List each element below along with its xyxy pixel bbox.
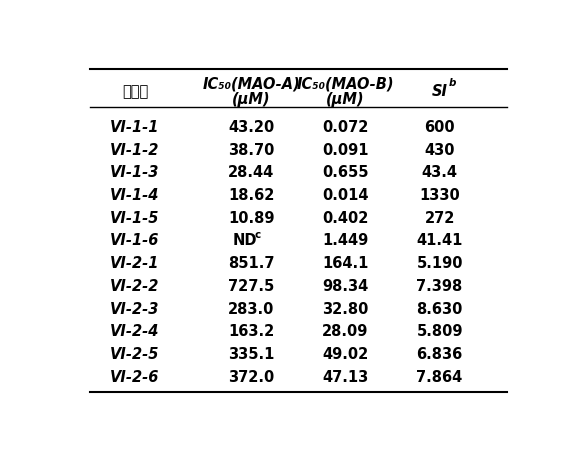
Text: c: c	[254, 230, 261, 240]
Text: 7.864: 7.864	[416, 370, 463, 385]
Text: 98.34: 98.34	[323, 279, 369, 294]
Text: 5.190: 5.190	[416, 256, 463, 271]
Text: VI-1-3: VI-1-3	[110, 165, 160, 180]
Text: 164.1: 164.1	[323, 256, 369, 271]
Text: 430: 430	[424, 143, 455, 158]
Text: b: b	[449, 78, 456, 88]
Text: 28.09: 28.09	[323, 324, 369, 339]
Text: (μM): (μM)	[232, 92, 271, 107]
Text: 10.89: 10.89	[228, 211, 275, 226]
Text: 335.1: 335.1	[228, 347, 275, 362]
Text: (μM): (μM)	[326, 92, 365, 107]
Text: VI-2-2: VI-2-2	[110, 279, 160, 294]
Text: 8.630: 8.630	[416, 302, 463, 317]
Text: 43.20: 43.20	[228, 120, 275, 135]
Text: 5.809: 5.809	[416, 324, 463, 339]
Text: 1330: 1330	[419, 188, 460, 203]
Text: ND: ND	[232, 233, 257, 248]
Text: 化合物: 化合物	[122, 84, 148, 99]
Text: VI-1-1: VI-1-1	[110, 120, 160, 135]
Text: VI-1-6: VI-1-6	[110, 233, 160, 248]
Text: 43.4: 43.4	[421, 165, 458, 180]
Text: IC₅₀(MAO-B): IC₅₀(MAO-B)	[297, 77, 394, 92]
Text: 0.014: 0.014	[323, 188, 369, 203]
Text: SI: SI	[432, 84, 447, 99]
Text: 163.2: 163.2	[228, 324, 275, 339]
Text: VI-2-3: VI-2-3	[110, 302, 160, 317]
Text: 7.398: 7.398	[416, 279, 463, 294]
Text: 49.02: 49.02	[323, 347, 369, 362]
Text: IC₅₀(MAO-A): IC₅₀(MAO-A)	[202, 77, 301, 92]
Text: VI-2-1: VI-2-1	[110, 256, 160, 271]
Text: VI-2-4: VI-2-4	[110, 324, 160, 339]
Text: 0.655: 0.655	[323, 165, 369, 180]
Text: 0.072: 0.072	[323, 120, 369, 135]
Text: VI-1-5: VI-1-5	[110, 211, 160, 226]
Text: 272: 272	[424, 211, 455, 226]
Text: 0.402: 0.402	[323, 211, 369, 226]
Text: 18.62: 18.62	[228, 188, 275, 203]
Text: 727.5: 727.5	[228, 279, 275, 294]
Text: 38.70: 38.70	[228, 143, 275, 158]
Text: 6.836: 6.836	[416, 347, 463, 362]
Text: VI-1-2: VI-1-2	[110, 143, 160, 158]
Text: 41.41: 41.41	[416, 233, 463, 248]
Text: 600: 600	[424, 120, 455, 135]
Text: 0.091: 0.091	[323, 143, 369, 158]
Text: VI-2-5: VI-2-5	[110, 347, 160, 362]
Text: 1.449: 1.449	[323, 233, 369, 248]
Text: VI-2-6: VI-2-6	[110, 370, 160, 385]
Text: VI-1-4: VI-1-4	[110, 188, 160, 203]
Text: 28.44: 28.44	[228, 165, 275, 180]
Text: 372.0: 372.0	[228, 370, 275, 385]
Text: 851.7: 851.7	[228, 256, 275, 271]
Text: 47.13: 47.13	[323, 370, 369, 385]
Text: 283.0: 283.0	[228, 302, 275, 317]
Text: 32.80: 32.80	[323, 302, 369, 317]
